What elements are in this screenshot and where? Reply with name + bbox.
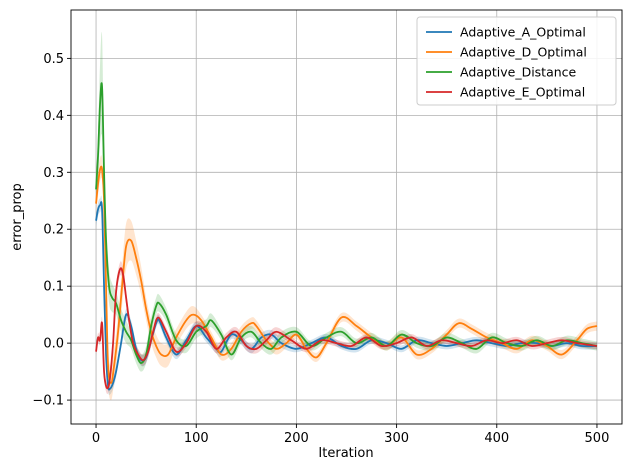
legend-label-adaptive-distance: Adaptive_Distance [460, 65, 577, 80]
y-tick-label: 0.5 [43, 52, 64, 67]
series-line-adaptive-e-optimal [95, 267, 598, 390]
y-tick-label: 0.3 [43, 166, 64, 181]
y-axis-label: error_prop [10, 183, 25, 251]
y-tick-label: 0.2 [43, 223, 64, 238]
series-line-adaptive-d-optimal [95, 165, 598, 384]
series-line-adaptive-a-optimal [95, 201, 597, 391]
plot-frame [70, 9, 623, 425]
legend-box [416, 16, 617, 106]
legend-label-adaptive-a-optimal: Adaptive_A_Optimal [460, 25, 586, 40]
y-axis-ticks: −0.1 0.0 0.1 0.2 0.3 0.4 0.5 [32, 52, 71, 409]
legend-label-adaptive-e-optimal: Adaptive_E_Optimal [460, 85, 585, 100]
legend: Adaptive_A_Optimal Adaptive_D_Optimal Adap… [416, 16, 617, 106]
band-adaptive-e-optimal [96, 261, 597, 395]
y-tick-label: 0.4 [43, 109, 64, 124]
legend-label-adaptive-d-optimal: Adaptive_D_Optimal [460, 45, 587, 60]
y-tick-label: 0.0 [43, 337, 64, 352]
x-tick-label: 500 [585, 431, 610, 446]
x-tick-label: 100 [184, 431, 209, 446]
series-lines [95, 82, 598, 391]
x-axis-ticks: 0 100 200 300 400 500 [92, 424, 609, 446]
x-axis-label: Iteration [318, 446, 373, 461]
y-tick-label: −0.1 [32, 394, 64, 409]
x-tick-label: 300 [384, 431, 409, 446]
x-tick-label: 0 [92, 431, 100, 446]
confidence-bands [96, 31, 597, 401]
x-tick-label: 400 [484, 431, 509, 446]
y-tick-label: 0.1 [43, 280, 64, 295]
x-tick-label: 200 [284, 431, 309, 446]
